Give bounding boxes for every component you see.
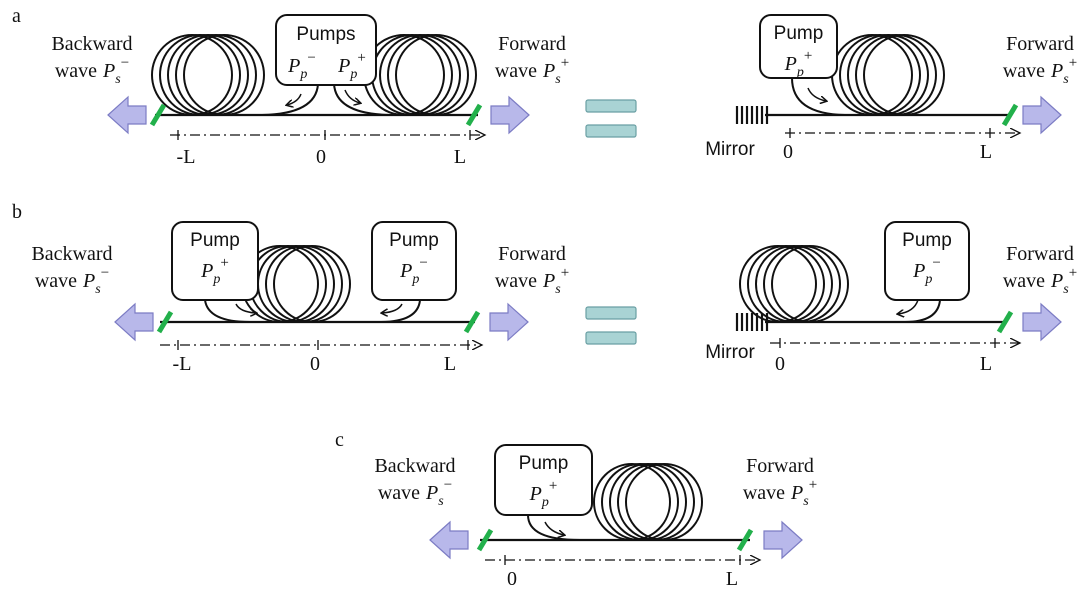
subscript: s [555, 72, 561, 87]
label: Pump [519, 453, 569, 474]
label: Backward [51, 33, 132, 55]
subscript: s [115, 72, 121, 87]
subscript: p [924, 272, 932, 287]
subscript: p [349, 67, 357, 82]
subscript: s [555, 282, 561, 297]
symbol: P [784, 53, 797, 75]
symbol: P [542, 60, 555, 82]
subscript: p [796, 65, 804, 80]
subscript: p [212, 272, 220, 287]
subscript: s [803, 494, 809, 509]
symbol: P [399, 260, 412, 282]
word: wave [1003, 270, 1045, 292]
label: Forward [1006, 33, 1074, 55]
subscript: s [438, 494, 444, 509]
equals-sign [586, 307, 636, 319]
symbol: P [790, 482, 803, 504]
equals-sign [586, 100, 636, 112]
word: wave [1003, 60, 1045, 82]
label: Pumps [296, 24, 355, 45]
symbol: P [200, 260, 213, 282]
label: Pump [389, 230, 439, 251]
superscript: + [549, 478, 557, 494]
symbol: P [912, 260, 925, 282]
label: Forward [746, 455, 814, 477]
word: wave [495, 60, 537, 82]
page: abcBackwardwavePs−ForwardwavePs+PumpsPp−… [0, 0, 1081, 591]
label: Pump [902, 230, 952, 251]
label: 0 [775, 353, 785, 375]
superscript: + [1069, 265, 1077, 281]
word: wave [55, 60, 97, 82]
superscript: − [307, 50, 315, 66]
label: Forward [1006, 243, 1074, 265]
superscript: + [561, 265, 569, 281]
label: L [454, 146, 466, 168]
label: a [12, 5, 21, 27]
label: 0 [310, 353, 320, 375]
word: wave [495, 270, 537, 292]
subscript: p [299, 67, 307, 82]
label: Pump [190, 230, 240, 251]
label: Mirror [705, 342, 755, 363]
label: -L [177, 146, 196, 168]
label: 0 [316, 146, 326, 168]
subscript: s [1063, 282, 1069, 297]
label: L [980, 353, 992, 375]
symbol: P [1050, 270, 1063, 292]
label: b [12, 201, 22, 223]
label: 0 [507, 568, 517, 590]
label: Backward [374, 455, 455, 477]
symbol: P [82, 270, 95, 292]
word: wave [35, 270, 77, 292]
label: Forward [498, 33, 566, 55]
subscript: s [1063, 72, 1069, 87]
superscript: + [804, 48, 812, 64]
label: L [726, 568, 738, 590]
label: L [980, 141, 992, 163]
superscript: − [419, 255, 427, 271]
label: 0 [783, 141, 793, 163]
label: Backward [31, 243, 112, 265]
superscript: − [932, 255, 940, 271]
label: L [444, 353, 456, 375]
superscript: − [121, 55, 129, 71]
superscript: − [101, 265, 109, 281]
equals-sign [586, 332, 636, 344]
label: -L [173, 353, 192, 375]
subscript: p [541, 495, 549, 510]
superscript: + [561, 55, 569, 71]
label: Pump [774, 23, 824, 44]
superscript: + [357, 50, 365, 66]
superscript: + [809, 477, 817, 493]
symbol: P [425, 482, 438, 504]
word: wave [743, 482, 785, 504]
label: Mirror [705, 139, 755, 160]
symbol: P [529, 483, 542, 505]
subscript: s [95, 282, 101, 297]
figure: abcBackwardwavePs−ForwardwavePs+PumpsPp−… [0, 0, 1081, 591]
symbol: P [337, 55, 350, 77]
symbol: P [287, 55, 300, 77]
symbol: P [542, 270, 555, 292]
equals-sign [586, 125, 636, 137]
label: c [335, 429, 344, 451]
symbol: P [102, 60, 115, 82]
superscript: + [1069, 55, 1077, 71]
superscript: + [220, 255, 228, 271]
symbol: P [1050, 60, 1063, 82]
superscript: − [444, 477, 452, 493]
subscript: p [411, 272, 419, 287]
word: wave [378, 482, 420, 504]
label: Forward [498, 243, 566, 265]
